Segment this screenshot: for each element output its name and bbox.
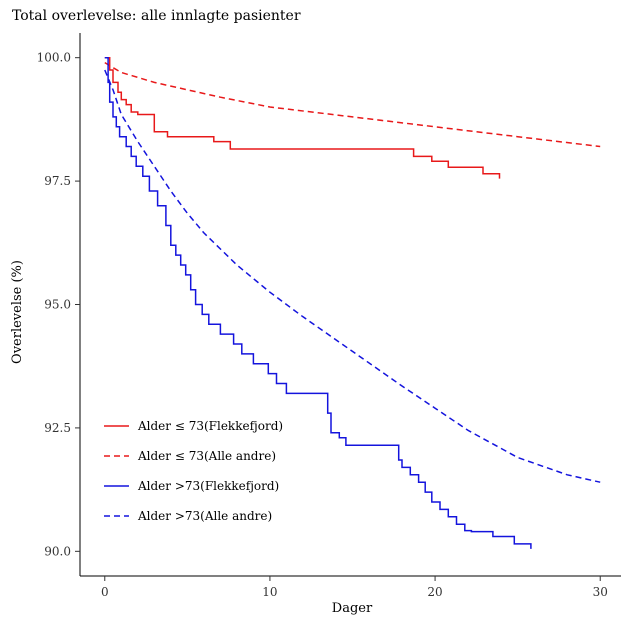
x-tick-label: 0 [101,585,109,599]
legend: Alder ≤ 73(Flekkefjord) Alder ≤ 73(Alle a… [104,419,283,523]
series-layer [104,56,601,549]
x-axis-label: Dager [332,601,373,616]
y-tick-label: 90.0 [44,544,71,558]
x-tick-label: 20 [427,585,442,599]
legend-label: Alder >73(Alle andre) [137,509,272,523]
legend-label: Alder ≤ 73(Flekkefjord) [137,419,283,433]
legend-label: Alder ≤ 73(Alle andre) [137,449,276,463]
y-tick-label: 92.5 [44,421,71,435]
y-tick-label: 95.0 [44,298,71,312]
x-tick-label: 30 [593,585,608,599]
x-tick-label: 10 [262,585,277,599]
legend-label: Alder >73(Flekkefjord) [137,479,279,493]
chart-title: Total overlevelse: alle innlagte pasient… [12,8,301,24]
axes: 0 10 20 30 90.0 92.5 95.0 97.5 100.0 [37,33,621,599]
series-line-3 [104,56,532,549]
y-tick-label: 97.5 [44,174,71,188]
series-line-4 [104,69,601,483]
series-line-1 [104,56,501,179]
y-axis-label: Overlevelse (%) [10,260,25,364]
y-tick-label: 100.0 [37,51,71,65]
series-line-2 [104,61,601,148]
